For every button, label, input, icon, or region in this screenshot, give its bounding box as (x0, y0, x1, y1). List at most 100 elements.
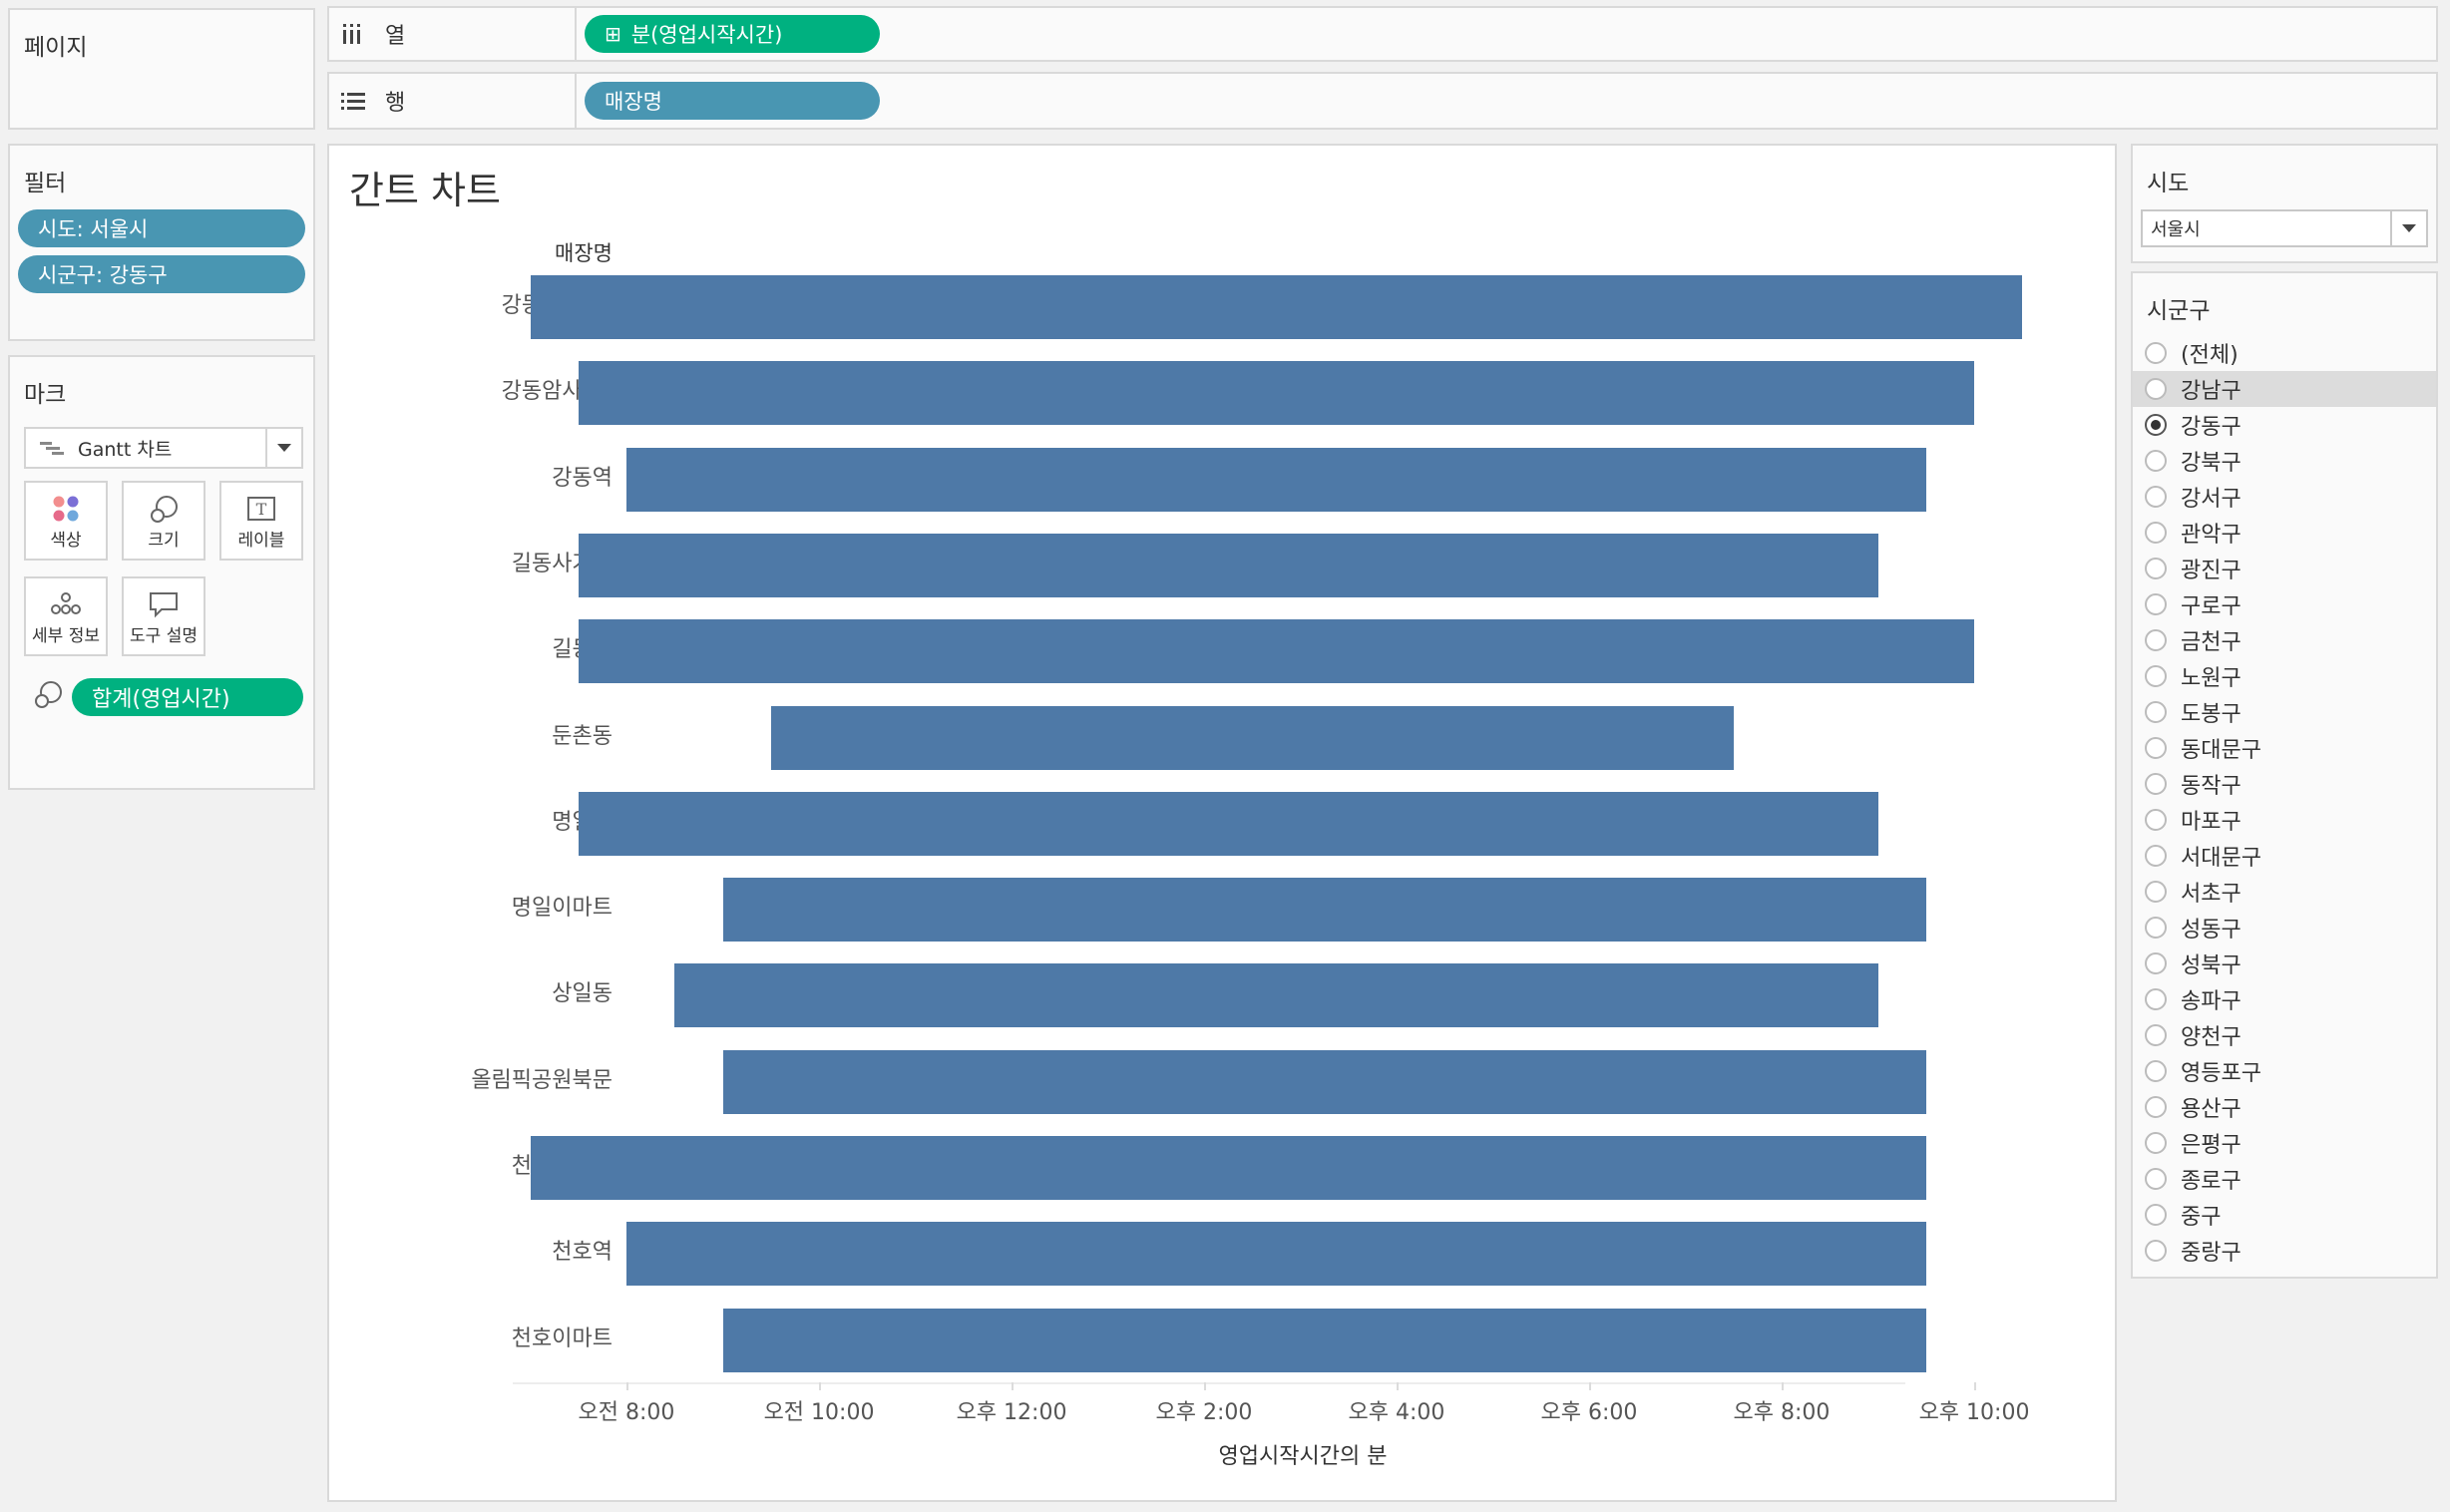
gantt-bar[interactable] (722, 1049, 1926, 1114)
radio-icon[interactable] (2145, 1240, 2167, 1262)
expand-icon[interactable]: ⊞ (605, 22, 621, 46)
radio-icon[interactable] (2145, 1132, 2167, 1154)
gantt-bar[interactable] (530, 1136, 1926, 1200)
gantt-bar[interactable] (626, 447, 1926, 512)
columns-pill[interactable]: ⊞ 분(영업시작시간) (585, 15, 880, 53)
gantt-bar[interactable] (626, 1222, 1926, 1287)
radio-icon[interactable] (2145, 342, 2167, 364)
tooltip-button[interactable]: 도구 설명 (122, 576, 205, 656)
sigungu-option[interactable]: (전체) (2133, 335, 2436, 371)
sigungu-option[interactable]: 관악구 (2133, 515, 2436, 551)
sigungu-option[interactable]: 강북구 (2133, 443, 2436, 479)
radio-icon[interactable] (2145, 558, 2167, 579)
gantt-bar[interactable] (578, 361, 1974, 426)
sigungu-option[interactable]: 송파구 (2133, 981, 2436, 1017)
color-button[interactable]: 색상 (24, 481, 108, 561)
sigungu-option[interactable]: 강동구 (2133, 407, 2436, 443)
sigungu-option[interactable]: 성동구 (2133, 910, 2436, 945)
label-button[interactable]: T 레이블 (219, 481, 303, 561)
sigungu-option[interactable]: 서대문구 (2133, 838, 2436, 874)
x-axis-tick-label: 오후 12:00 (956, 1400, 1067, 1425)
sigungu-option[interactable]: 동대문구 (2133, 730, 2436, 766)
rows-shelf[interactable]: 행 매장명 (327, 72, 2438, 130)
radio-icon[interactable] (2145, 773, 2167, 795)
sigungu-option-label: 노원구 (2181, 666, 2242, 691)
size-field-pill[interactable]: 합계(영업시간) (72, 678, 303, 716)
sido-filter-title: 시도 (2147, 171, 2190, 196)
sigungu-option[interactable]: 강서구 (2133, 479, 2436, 515)
sigungu-option[interactable]: 서초구 (2133, 874, 2436, 910)
radio-icon[interactable] (2145, 1060, 2167, 1082)
sigungu-option[interactable]: 종로구 (2133, 1161, 2436, 1197)
sigungu-option[interactable]: 마포구 (2133, 802, 2436, 838)
radio-icon[interactable] (2145, 952, 2167, 974)
radio-icon[interactable] (2145, 665, 2167, 687)
radio-icon[interactable] (2145, 1204, 2167, 1226)
y-axis-label: 둔촌동 (552, 723, 612, 749)
radio-icon[interactable] (2145, 450, 2167, 472)
radio-icon[interactable] (2145, 988, 2167, 1010)
sigungu-option-label: 은평구 (2181, 1133, 2242, 1158)
sigungu-option[interactable]: 도봉구 (2133, 694, 2436, 730)
radio-icon[interactable] (2145, 881, 2167, 903)
sigungu-option[interactable]: 용산구 (2133, 1089, 2436, 1125)
sigungu-option[interactable]: 양천구 (2133, 1017, 2436, 1053)
radio-icon[interactable] (2145, 1024, 2167, 1046)
x-axis-tick (1204, 1382, 1206, 1390)
radio-icon[interactable] (2145, 593, 2167, 615)
sigungu-option[interactable]: 중랑구 (2133, 1233, 2436, 1269)
sigungu-option[interactable]: 금천구 (2133, 622, 2436, 658)
gantt-bar[interactable] (722, 878, 1926, 943)
filter-pill-sigungu[interactable]: 시군구: 강동구 (18, 255, 305, 293)
mark-type-dropdown[interactable]: Gantt 차트 (24, 427, 303, 469)
radio-icon[interactable] (2145, 629, 2167, 651)
radio-icon[interactable] (2145, 809, 2167, 831)
sigungu-option[interactable]: 중구 (2133, 1197, 2436, 1233)
size-button[interactable]: 크기 (122, 481, 205, 561)
sigungu-option-label: 강동구 (2181, 415, 2242, 440)
radio-icon[interactable] (2145, 378, 2167, 400)
radio-icon[interactable] (2145, 701, 2167, 723)
svg-text:T: T (256, 500, 267, 519)
gantt-bar[interactable] (722, 1308, 1926, 1372)
sigungu-option[interactable]: 은평구 (2133, 1125, 2436, 1161)
sigungu-option[interactable]: 광진구 (2133, 551, 2436, 586)
sigungu-option-label: 강서구 (2181, 487, 2242, 512)
radio-icon[interactable] (2145, 917, 2167, 939)
radio-icon[interactable] (2145, 486, 2167, 508)
color-icon (52, 495, 80, 527)
filter-pill-sido[interactable]: 시도: 서울시 (18, 209, 305, 247)
tooltip-label: 도구 설명 (130, 626, 198, 646)
gantt-bar[interactable] (770, 705, 1734, 770)
gantt-bar[interactable] (578, 533, 1878, 597)
sigungu-option[interactable]: 성북구 (2133, 945, 2436, 981)
filters-shelf[interactable]: 필터 시도: 서울시 시군구: 강동구 (8, 144, 315, 341)
radio-icon[interactable] (2145, 737, 2167, 759)
sigungu-option-label: 강남구 (2181, 379, 2242, 404)
radio-icon[interactable] (2145, 522, 2167, 544)
pages-shelf[interactable]: 페이지 (8, 8, 315, 130)
y-axis-label: 천호역 (552, 1240, 612, 1266)
columns-label: 열 (385, 24, 406, 49)
radio-checked-icon[interactable] (2145, 414, 2167, 436)
radio-icon[interactable] (2145, 1096, 2167, 1118)
gantt-bar[interactable] (530, 275, 2023, 339)
radio-icon[interactable] (2145, 1168, 2167, 1190)
sigungu-option[interactable]: 강남구 (2133, 371, 2436, 407)
sido-dropdown[interactable]: 서울시 (2141, 209, 2428, 247)
sigungu-option[interactable]: 구로구 (2133, 586, 2436, 622)
sigungu-option[interactable]: 노원구 (2133, 658, 2436, 694)
chevron-down-icon[interactable] (2390, 211, 2426, 245)
sigungu-option[interactable]: 영등포구 (2133, 1053, 2436, 1089)
radio-icon[interactable] (2145, 845, 2167, 867)
columns-shelf[interactable]: 열 ⊞ 분(영업시작시간) (327, 6, 2438, 62)
sigungu-option[interactable]: 동작구 (2133, 766, 2436, 802)
y-axis-label: 강동역 (552, 465, 612, 491)
gantt-bar[interactable] (578, 619, 1974, 684)
y-axis-label: 길동사거리 (511, 551, 612, 576)
detail-button[interactable]: 세부 정보 (24, 576, 108, 656)
chevron-down-icon[interactable] (265, 429, 301, 467)
gantt-bar[interactable] (578, 791, 1878, 856)
rows-pill[interactable]: 매장명 (585, 82, 880, 120)
gantt-bar[interactable] (674, 963, 1878, 1028)
